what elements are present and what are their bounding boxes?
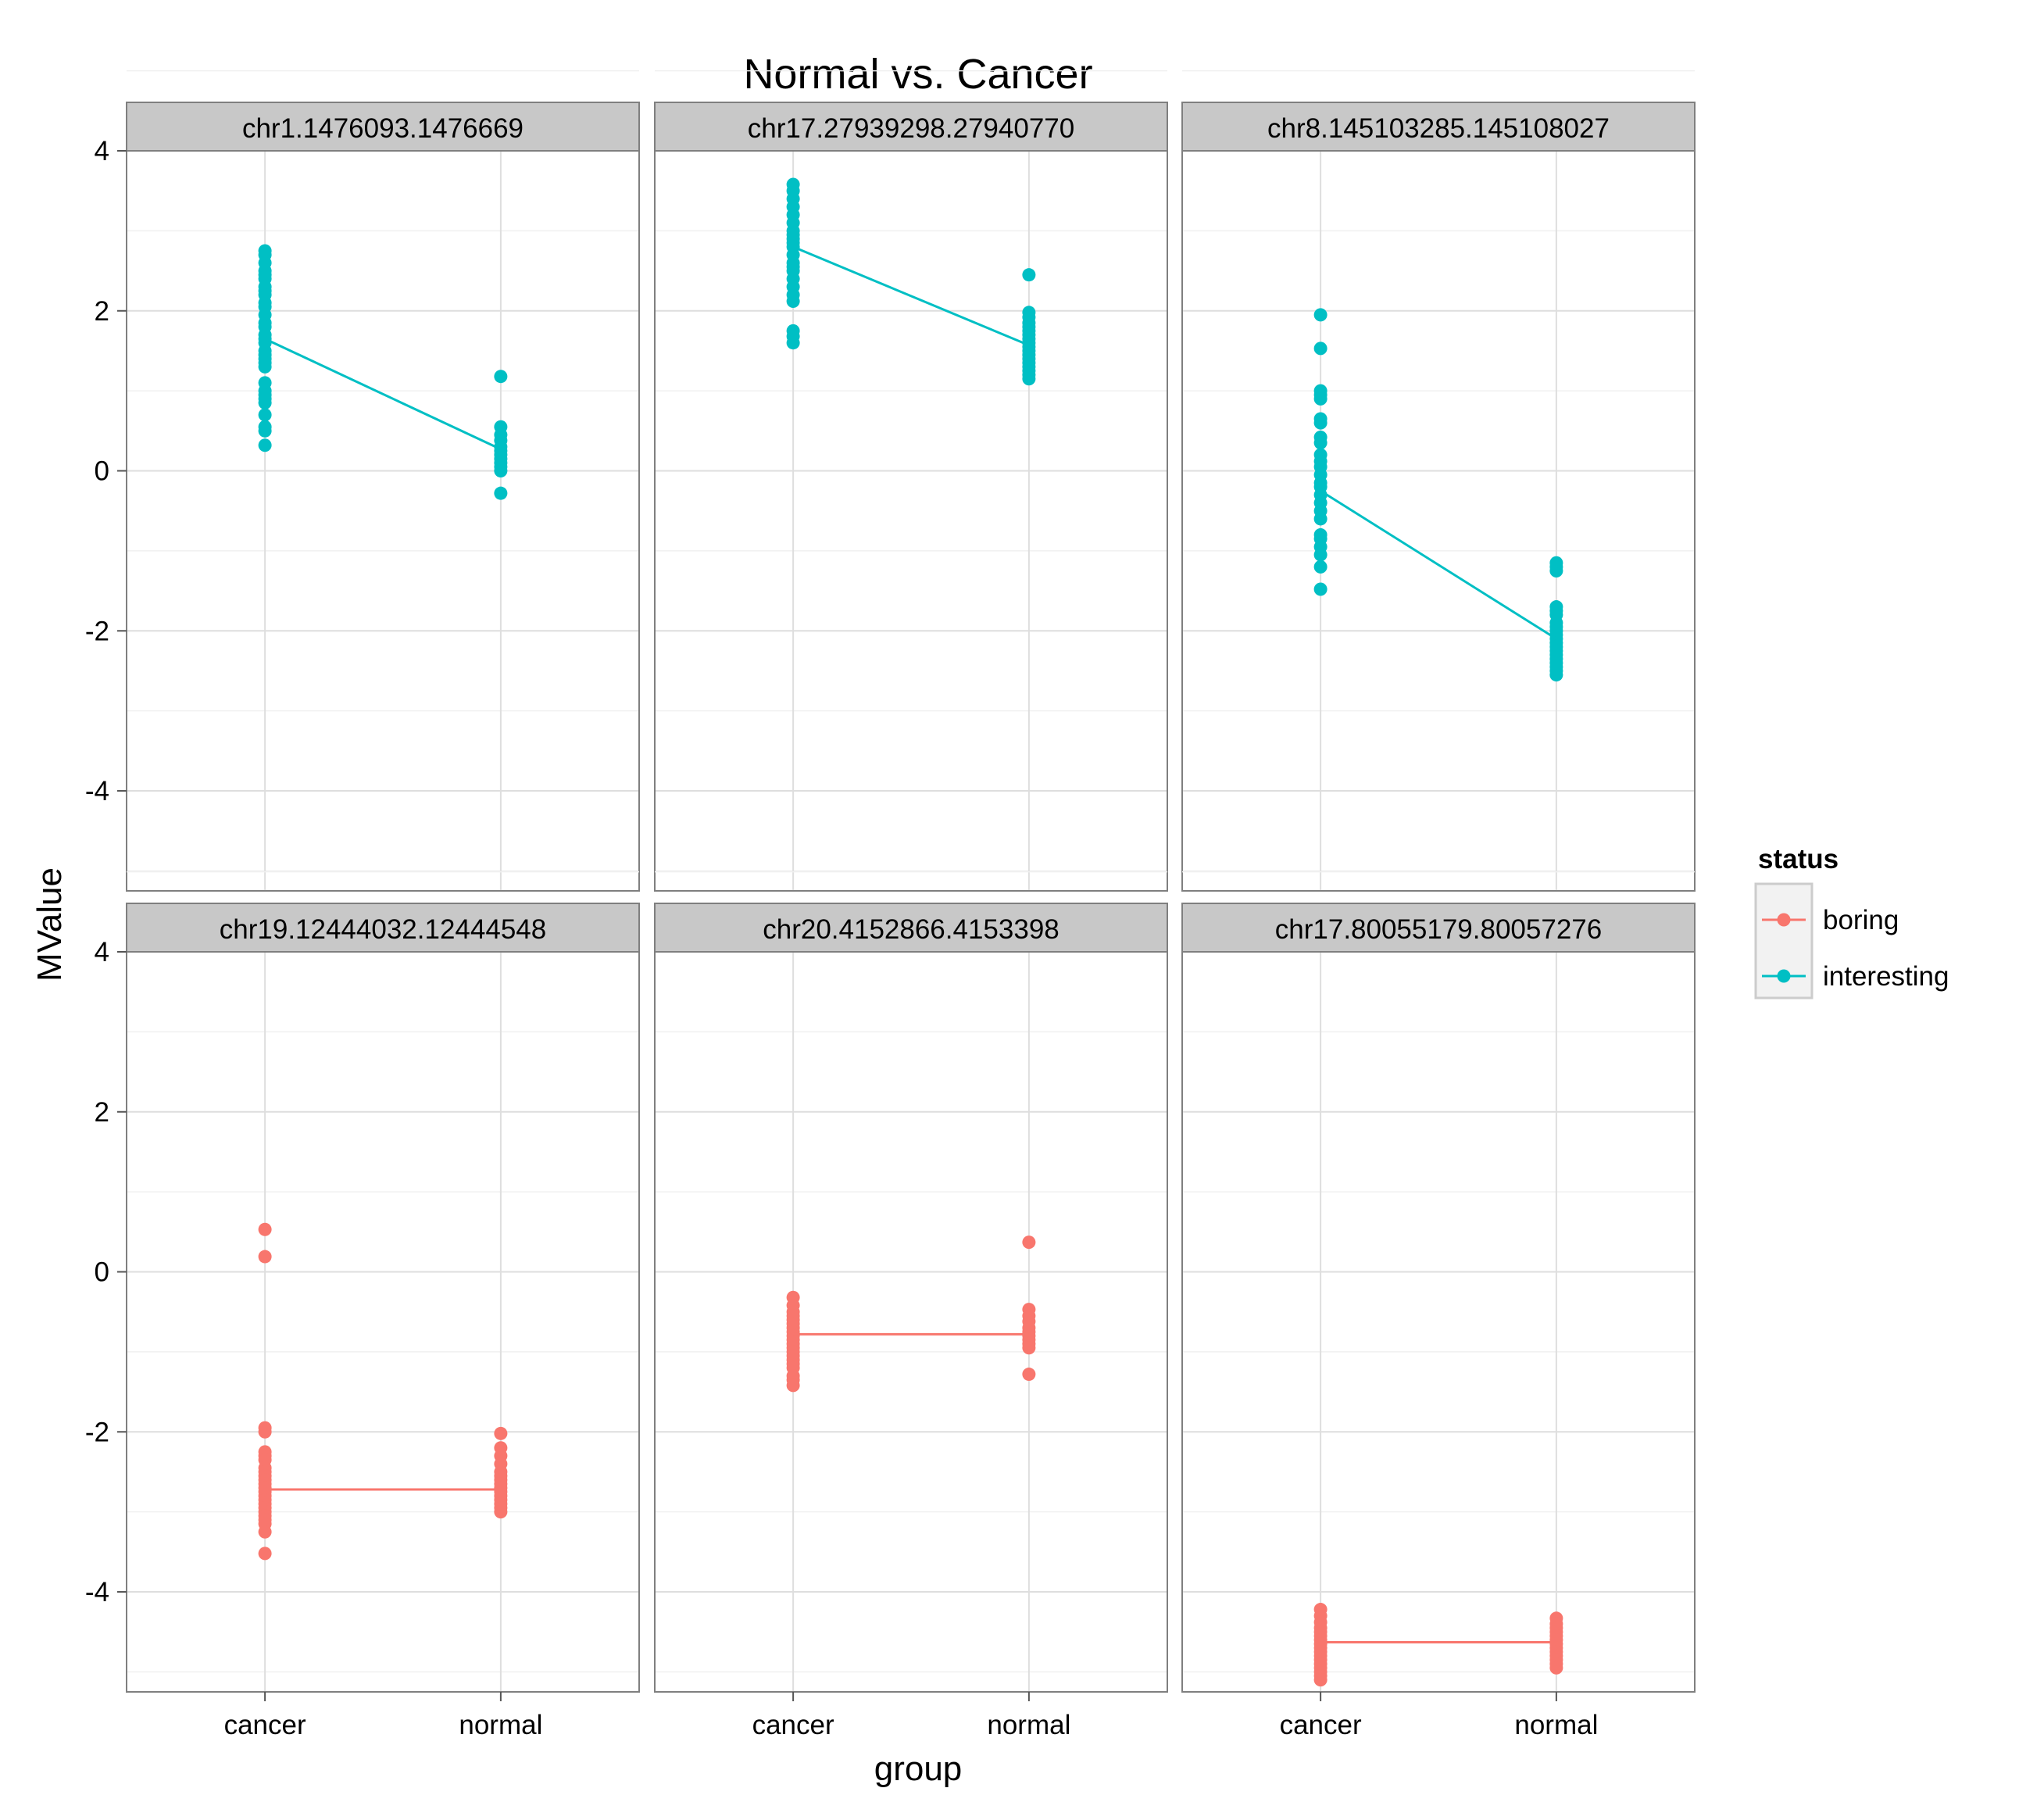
data-point — [1022, 372, 1036, 386]
data-point — [494, 1505, 508, 1519]
x-tick-label: normal — [987, 1710, 1070, 1740]
x-tick-label: normal — [1514, 1710, 1598, 1740]
facet-strip — [654, 903, 1168, 953]
data-point — [786, 1379, 800, 1393]
panel-background — [127, 151, 639, 891]
data-point — [1313, 342, 1328, 356]
facet-strip-label: chr8.145103285.145108027 — [1267, 113, 1610, 144]
data-point — [1313, 548, 1328, 562]
facet-panel: chr19.12444032.12444548 — [126, 871, 640, 1693]
series-line — [1320, 489, 1557, 640]
series-line — [792, 245, 1030, 347]
legend-label: interesting — [1823, 961, 1949, 992]
x-tick-label: cancer — [1280, 1710, 1362, 1740]
facet-strip — [654, 102, 1168, 152]
data-point — [1313, 308, 1328, 322]
data-point — [258, 1425, 272, 1439]
data-point — [494, 370, 508, 384]
panel-background — [1182, 952, 1695, 1692]
legend-title: status — [1758, 844, 1839, 874]
y-tick-label: 0 — [95, 1257, 109, 1288]
panel-border — [1181, 150, 1696, 892]
data-point — [258, 1547, 272, 1561]
facet-strip — [1181, 102, 1696, 152]
facet-strip-label: chr17.27939298.27940770 — [748, 113, 1074, 144]
panel-background — [127, 952, 639, 1692]
data-point — [494, 486, 508, 500]
data-point — [1549, 563, 1563, 578]
data-point — [1022, 1368, 1036, 1382]
panel-border — [126, 150, 640, 892]
data-point — [1549, 668, 1563, 682]
facet-panel: chr1.1476093.1476669 — [126, 70, 640, 892]
facet-strip — [126, 903, 640, 953]
panel-border — [654, 951, 1168, 1693]
y-tick-label: 2 — [95, 1097, 109, 1128]
panel-background — [1182, 151, 1695, 891]
x-tick-label: normal — [459, 1710, 542, 1740]
data-point — [1549, 1661, 1563, 1675]
series-line — [264, 338, 502, 451]
data-point — [258, 424, 272, 438]
data-point — [258, 395, 272, 409]
y-tick-label: -2 — [85, 1417, 109, 1447]
data-point — [258, 359, 272, 374]
x-tick-label: cancer — [224, 1710, 306, 1740]
panel-border — [654, 150, 1168, 892]
legend-label: boring — [1823, 905, 1899, 935]
data-point — [494, 1426, 508, 1440]
facet-strip-label: chr1.1476093.1476669 — [242, 113, 524, 144]
facet-panel: chr17.27939298.27940770 — [654, 70, 1168, 892]
panel-border — [1181, 951, 1696, 1693]
data-point — [1313, 436, 1328, 450]
panel-background — [655, 952, 1167, 1692]
legend-entries: boring interesting — [1762, 905, 1949, 992]
x-tick-label: cancer — [752, 1710, 834, 1740]
data-point — [494, 464, 508, 478]
data-point — [258, 1222, 272, 1236]
data-point — [1313, 1673, 1328, 1687]
facet-strip-label: chr17.80055179.80057276 — [1275, 914, 1602, 945]
data-point — [258, 438, 272, 452]
y-tick-label: -4 — [85, 1577, 109, 1607]
y-tick-label: 2 — [95, 296, 109, 327]
legend-key-point — [1777, 913, 1791, 927]
y-tick-label: -2 — [85, 616, 109, 646]
data-point — [258, 1250, 272, 1264]
y-tick-label: 0 — [95, 456, 109, 487]
facet-panel: chr8.145103285.145108027 — [1181, 70, 1696, 892]
facet-strip — [126, 102, 640, 152]
data-point — [1022, 1341, 1036, 1355]
data-point — [258, 1525, 272, 1539]
y-tick-label: -4 — [85, 776, 109, 806]
data-point — [1313, 392, 1328, 406]
data-point — [786, 294, 800, 308]
x-axis-title: group — [874, 1750, 963, 1788]
chart-title: Normal vs. Cancer — [743, 51, 1092, 98]
data-point — [1022, 268, 1036, 282]
legend-key-point — [1777, 969, 1791, 983]
data-point — [786, 336, 800, 350]
panel-border — [126, 951, 640, 1693]
data-point — [1022, 1235, 1036, 1250]
x-axis: cancer normal cancer normal cancer normal — [224, 1692, 1598, 1740]
legend: status boring interesting — [1754, 844, 1949, 999]
y-tick-label: 4 — [95, 937, 109, 967]
y-axis-title: MValue — [30, 867, 69, 982]
facet-strip-label: chr20.4152866.4153398 — [763, 914, 1060, 945]
facet-panel: chr20.4152866.4153398 — [654, 871, 1168, 1693]
facet-panel: chr17.80055179.80057276 — [1181, 871, 1696, 1693]
y-axes: 4 2 0 -2 -4 4 2 0 -2 -4 — [85, 136, 127, 1607]
data-point — [1313, 416, 1328, 430]
facet-strip-label: chr19.12444032.12444548 — [220, 914, 546, 945]
panel-background — [655, 151, 1167, 891]
facet-panels: chr1.1476093.1476669 chr17.27939298.27940… — [126, 70, 1696, 1693]
data-point — [1313, 512, 1328, 526]
data-point — [258, 408, 272, 422]
data-point — [1313, 560, 1328, 574]
y-tick-label: 4 — [95, 136, 109, 166]
data-point — [1313, 582, 1328, 596]
